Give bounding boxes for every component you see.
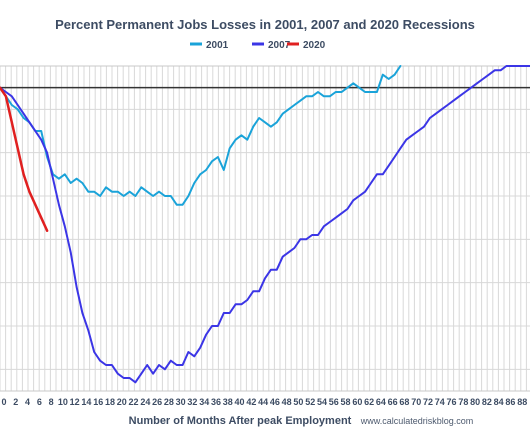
x-tick-label: 62 [364, 397, 374, 407]
x-tick-label: 78 [458, 397, 468, 407]
x-tick-label: 64 [376, 397, 386, 407]
chart-legend: 2001 2007 2020 [190, 40, 326, 51]
x-tick-label: 24 [140, 397, 150, 407]
x-tick-label: 36 [211, 397, 221, 407]
x-tick-label: 56 [329, 397, 339, 407]
x-tick-label: 74 [435, 397, 445, 407]
series-line-2020 [0, 86, 49, 232]
x-tick-label: 30 [176, 397, 186, 407]
x-tick-label: 88 [517, 397, 527, 407]
x-tick-label: 34 [199, 397, 209, 407]
series-line-2001 [0, 65, 402, 206]
x-tick-label: 38 [223, 397, 233, 407]
x-tick-label: 4 [25, 397, 30, 407]
x-tick-label: 2 [13, 397, 18, 407]
x-tick-label: 40 [235, 397, 245, 407]
x-tick-label: 52 [305, 397, 315, 407]
x-tick-labels: 0 2 4 6 8 10 12 14 16 18 20 22 24 26 28 30 32 34 36 38 40 42 4… [1, 397, 527, 407]
x-tick-label: 66 [388, 397, 398, 407]
x-tick-label: 10 [58, 397, 68, 407]
x-tick-label: 14 [81, 397, 91, 407]
x-tick-label: 6 [37, 397, 42, 407]
x-tick-label: 84 [494, 397, 504, 407]
chart-title: Percent Permanent Jobs Losses in 2001, 2… [55, 17, 475, 32]
x-tick-label: 86 [505, 397, 515, 407]
x-tick-label: 82 [482, 397, 492, 407]
x-tick-label: 8 [49, 397, 54, 407]
x-tick-label: 12 [70, 397, 80, 407]
x-axis-label: Number of Months After peak Employment [129, 415, 352, 427]
x-tick-label: 44 [258, 397, 268, 407]
series-line-2007 [0, 65, 530, 384]
source-credit: www.calculatedriskblog.com [360, 416, 474, 426]
x-tick-label: 72 [423, 397, 433, 407]
x-tick-label: 22 [129, 397, 139, 407]
x-tick-label: 70 [411, 397, 421, 407]
series-layer [0, 65, 530, 384]
x-tick-label: 16 [93, 397, 103, 407]
x-tick-label: 48 [282, 397, 292, 407]
x-tick-label: 60 [352, 397, 362, 407]
x-tick-label: 76 [447, 397, 457, 407]
x-tick-label: 54 [317, 397, 327, 407]
x-tick-label: 0 [1, 397, 6, 407]
x-tick-label: 18 [105, 397, 115, 407]
legend-label-2001: 2001 [206, 40, 229, 51]
x-tick-label: 50 [293, 397, 303, 407]
x-tick-label: 20 [117, 397, 127, 407]
x-tick-label: 58 [341, 397, 351, 407]
chart-grid [0, 65, 530, 392]
legend-label-2020: 2020 [303, 40, 326, 51]
x-tick-label: 42 [246, 397, 256, 407]
legend-label-2007: 2007 [268, 40, 291, 51]
x-tick-label: 26 [152, 397, 162, 407]
x-tick-label: 28 [164, 397, 174, 407]
x-tick-label: 32 [187, 397, 197, 407]
x-tick-label: 80 [470, 397, 480, 407]
x-tick-label: 46 [270, 397, 280, 407]
x-tick-label: 68 [399, 397, 409, 407]
